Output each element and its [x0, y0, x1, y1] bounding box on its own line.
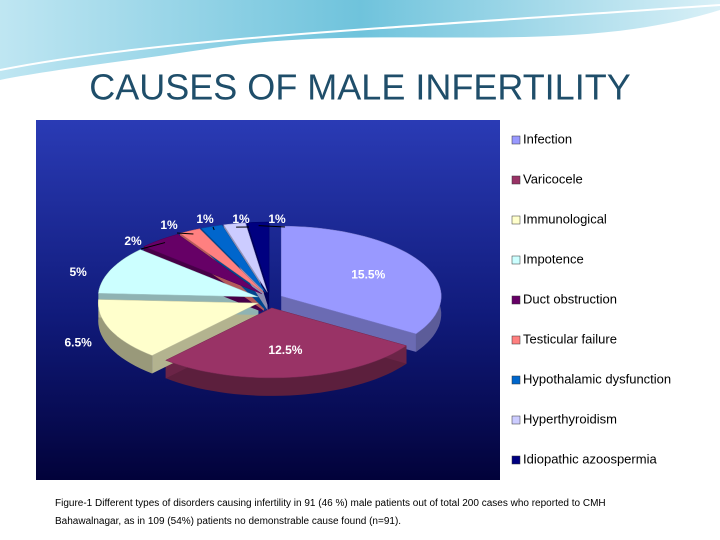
- caption: Figure-1 Different types of disorders ca…: [55, 498, 606, 527]
- legend-swatch: [511, 175, 521, 185]
- slice: [246, 221, 270, 293]
- slide-title: CAUSES OF MALE INFERTILITY: [89, 67, 630, 108]
- legend-label: Hypothalamic dysfunction: [523, 371, 671, 386]
- slice: [223, 222, 268, 293]
- data-label: 2%: [124, 234, 142, 248]
- legend-swatch: [511, 215, 521, 225]
- data-label: 1%: [160, 218, 178, 232]
- data-label: 5%: [70, 265, 88, 279]
- data-label: 1%: [232, 212, 250, 226]
- header-wave: [0, 0, 720, 80]
- data-label: 1%: [196, 212, 214, 226]
- legend-label: Idiopathic azoospermia: [523, 451, 657, 466]
- legend-label: Testicular failure: [523, 331, 617, 346]
- leader-line: [140, 242, 166, 250]
- leader-line: [212, 226, 215, 231]
- slice-wall: [281, 296, 416, 352]
- legend-area: [500, 120, 686, 480]
- legend-swatch: [511, 295, 521, 305]
- data-label: 12.5%: [268, 343, 302, 357]
- slice-side: [165, 345, 407, 396]
- leader-line: [176, 232, 194, 235]
- legend-swatch: [511, 415, 521, 425]
- legend-swatch: [511, 455, 521, 465]
- legend-swatch: [511, 255, 521, 265]
- legend-label: Duct obstruction: [523, 291, 617, 306]
- slice: [143, 233, 262, 295]
- legend-swatch: [511, 135, 521, 145]
- legend-label: Infection: [523, 131, 572, 146]
- slice: [200, 224, 266, 293]
- legend-label: Immunological: [523, 211, 607, 226]
- leader-line: [258, 225, 286, 228]
- slice-side: [98, 299, 153, 374]
- legend-swatch: [511, 335, 521, 345]
- slice: [97, 299, 259, 356]
- header-line: [0, 4, 720, 71]
- data-label: 6.5%: [64, 335, 92, 349]
- legend-swatch: [511, 375, 521, 385]
- data-label: 15.5%: [351, 268, 385, 282]
- data-label: 1%: [268, 212, 286, 226]
- slice: [98, 249, 259, 298]
- slice: [165, 307, 408, 379]
- legend-label: Hyperthyroidism: [523, 411, 617, 426]
- legend-label: Impotence: [523, 251, 584, 266]
- slice: [280, 225, 442, 335]
- legend-label: Varicocele: [523, 171, 583, 186]
